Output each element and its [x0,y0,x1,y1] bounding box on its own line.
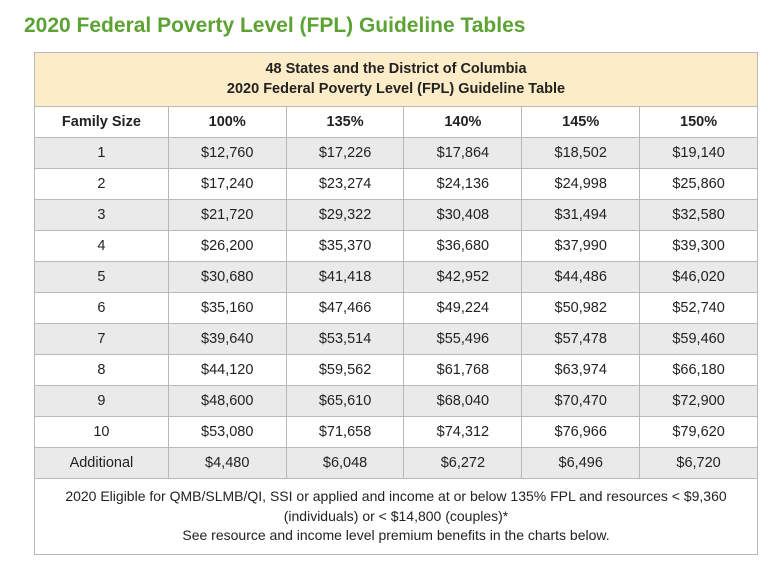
cell-value: $6,720 [640,448,758,479]
footnote-line-1: 2020 Eligible for QMB/SLMB/QI, SSI or ap… [43,487,749,526]
cell-value: $4,480 [168,448,286,479]
cell-value: $21,720 [168,200,286,231]
cell-value: $17,864 [404,138,522,169]
table-banner: 48 States and the District of Columbia 2… [35,53,758,107]
cell-value: $19,140 [640,138,758,169]
cell-value: $35,370 [286,231,404,262]
cell-value: $32,580 [640,200,758,231]
table-row: 7$39,640$53,514$55,496$57,478$59,460 [35,324,758,355]
page-title: 2020 Federal Poverty Level (FPL) Guideli… [24,14,756,38]
row-label: 1 [35,138,169,169]
cell-value: $6,496 [522,448,640,479]
table-row: 6$35,160$47,466$49,224$50,982$52,740 [35,293,758,324]
cell-value: $24,998 [522,169,640,200]
table-row: 2$17,240$23,274$24,136$24,998$25,860 [35,169,758,200]
footnote-line-2: See resource and income level premium be… [43,526,749,546]
col-140pct: 140% [404,107,522,138]
row-label: 9 [35,386,169,417]
cell-value: $50,982 [522,293,640,324]
cell-value: $53,514 [286,324,404,355]
cell-value: $71,658 [286,417,404,448]
table-row: 8$44,120$59,562$61,768$63,974$66,180 [35,355,758,386]
cell-value: $47,466 [286,293,404,324]
cell-value: $37,990 [522,231,640,262]
cell-value: $70,470 [522,386,640,417]
cell-value: $17,226 [286,138,404,169]
banner-line-2: 2020 Federal Poverty Level (FPL) Guideli… [39,80,753,100]
cell-value: $23,274 [286,169,404,200]
table-row: 3$21,720$29,322$30,408$31,494$32,580 [35,200,758,231]
table-row: Additional$4,480$6,048$6,272$6,496$6,720 [35,448,758,479]
table-row: 9$48,600$65,610$68,040$70,470$72,900 [35,386,758,417]
cell-value: $36,680 [404,231,522,262]
cell-value: $6,272 [404,448,522,479]
fpl-table: 48 States and the District of Columbia 2… [34,52,758,555]
row-label: Additional [35,448,169,479]
cell-value: $44,120 [168,355,286,386]
cell-value: $79,620 [640,417,758,448]
row-label: 4 [35,231,169,262]
cell-value: $25,860 [640,169,758,200]
cell-value: $31,494 [522,200,640,231]
cell-value: $44,486 [522,262,640,293]
cell-value: $55,496 [404,324,522,355]
cell-value: $52,740 [640,293,758,324]
row-label: 7 [35,324,169,355]
row-label: 8 [35,355,169,386]
table-body: 1$12,760$17,226$17,864$18,502$19,1402$17… [35,138,758,479]
cell-value: $65,610 [286,386,404,417]
cell-value: $49,224 [404,293,522,324]
cell-value: $42,952 [404,262,522,293]
cell-value: $72,900 [640,386,758,417]
cell-value: $35,160 [168,293,286,324]
cell-value: $46,020 [640,262,758,293]
cell-value: $48,600 [168,386,286,417]
row-label: 2 [35,169,169,200]
cell-value: $17,240 [168,169,286,200]
cell-value: $59,460 [640,324,758,355]
row-label: 3 [35,200,169,231]
cell-value: $6,048 [286,448,404,479]
table-footnote: 2020 Eligible for QMB/SLMB/QI, SSI or ap… [35,479,758,555]
cell-value: $29,322 [286,200,404,231]
cell-value: $59,562 [286,355,404,386]
banner-line-1: 48 States and the District of Columbia [39,60,753,80]
cell-value: $66,180 [640,355,758,386]
cell-value: $68,040 [404,386,522,417]
cell-value: $12,760 [168,138,286,169]
col-145pct: 145% [522,107,640,138]
col-135pct: 135% [286,107,404,138]
cell-value: $39,640 [168,324,286,355]
cell-value: $39,300 [640,231,758,262]
cell-value: $53,080 [168,417,286,448]
table-row: 1$12,760$17,226$17,864$18,502$19,140 [35,138,758,169]
cell-value: $26,200 [168,231,286,262]
col-150pct: 150% [640,107,758,138]
table-row: 4$26,200$35,370$36,680$37,990$39,300 [35,231,758,262]
cell-value: $41,418 [286,262,404,293]
cell-value: $18,502 [522,138,640,169]
cell-value: $74,312 [404,417,522,448]
cell-value: $30,680 [168,262,286,293]
cell-value: $61,768 [404,355,522,386]
row-label: 6 [35,293,169,324]
col-family-size: Family Size [35,107,169,138]
cell-value: $63,974 [522,355,640,386]
cell-value: $57,478 [522,324,640,355]
cell-value: $24,136 [404,169,522,200]
row-label: 10 [35,417,169,448]
cell-value: $76,966 [522,417,640,448]
column-header-row: Family Size 100% 135% 140% 145% 150% [35,107,758,138]
row-label: 5 [35,262,169,293]
table-row: 5$30,680$41,418$42,952$44,486$46,020 [35,262,758,293]
table-row: 10$53,080$71,658$74,312$76,966$79,620 [35,417,758,448]
cell-value: $30,408 [404,200,522,231]
col-100pct: 100% [168,107,286,138]
